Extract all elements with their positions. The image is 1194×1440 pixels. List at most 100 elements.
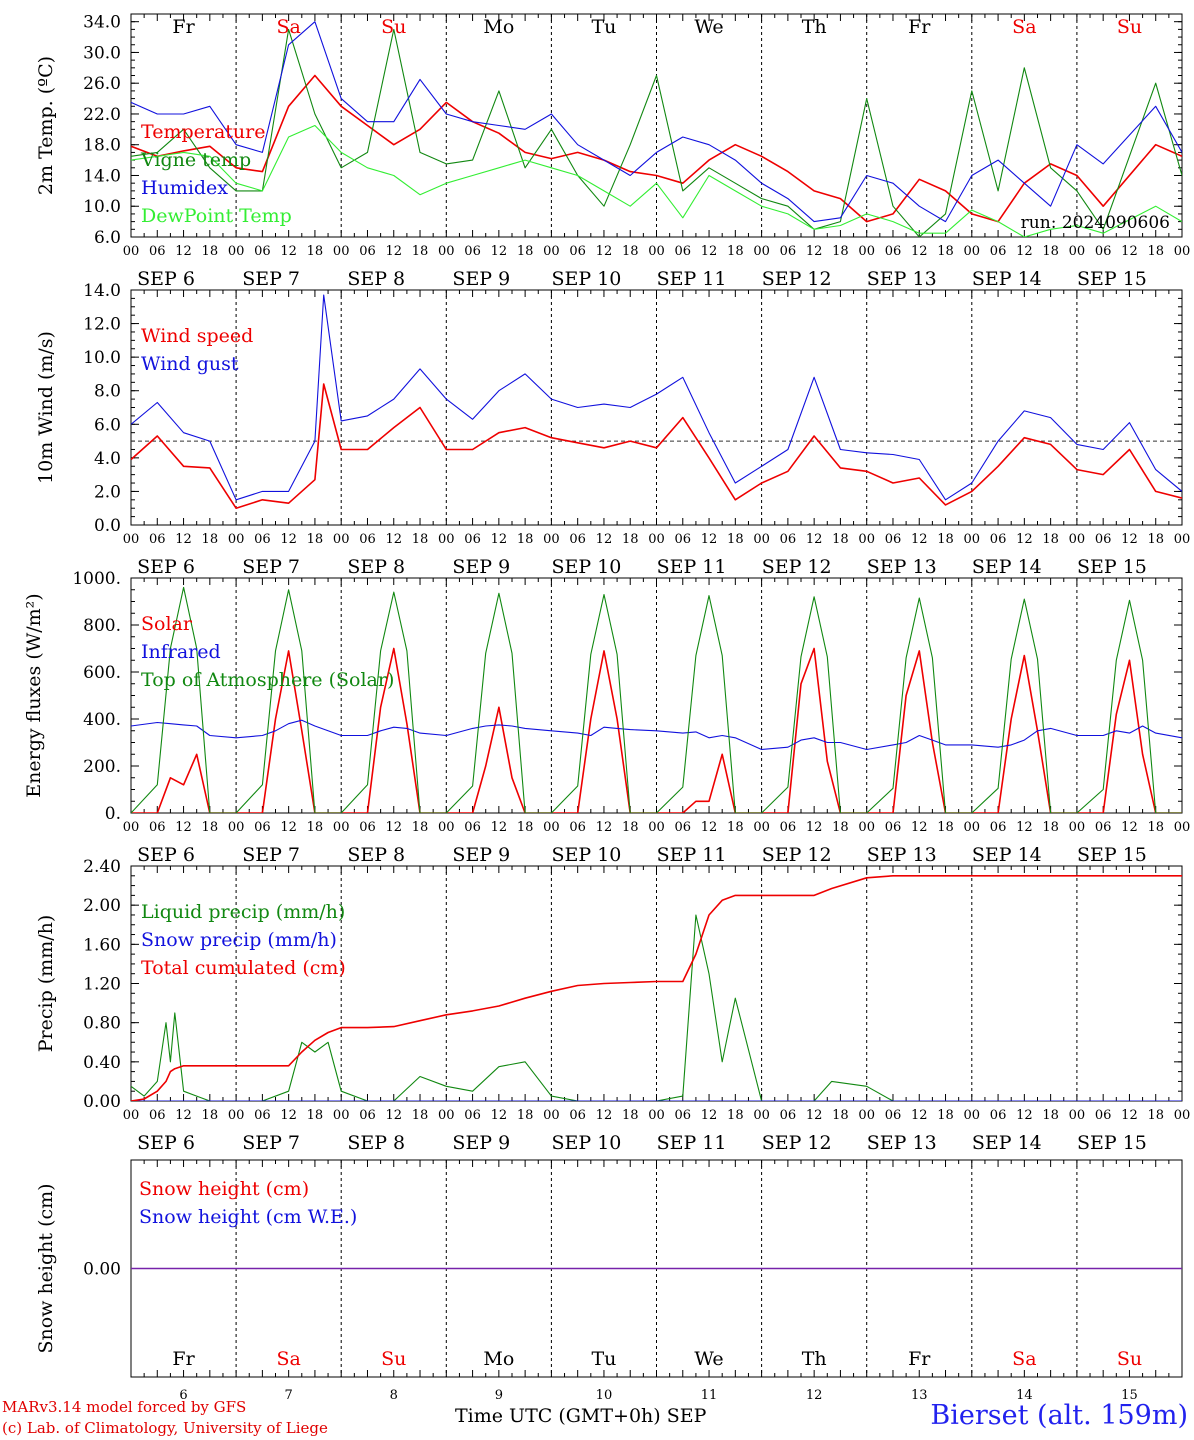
- hour-tick-label: 12: [385, 1108, 402, 1123]
- series-group: [131, 874, 1182, 1101]
- y-tick-label: 0.: [105, 804, 121, 824]
- y-tick-label: 0.0: [94, 516, 121, 536]
- hour-tick-label: 06: [254, 820, 271, 835]
- hour-tick-label: 00: [123, 532, 140, 547]
- weekday-label: Fr: [908, 16, 931, 38]
- weekday-label: We: [694, 1348, 723, 1370]
- day-number-label: 11: [701, 1388, 718, 1403]
- date-label: SEP 14: [972, 556, 1042, 578]
- hour-tick-label: 18: [412, 1108, 429, 1123]
- hour-tick-label: 00: [438, 820, 455, 835]
- day-number-label: 12: [806, 1388, 823, 1403]
- hour-tick-label: 00: [753, 1108, 770, 1123]
- panel-2: 0.0 2.0 4.0 6.0 8.0 10.0 12.0 14.0 10m Wind (m/s…: [35, 281, 1190, 578]
- hour-tick-label: 00: [123, 820, 140, 835]
- legend-entry: Solar: [141, 613, 193, 635]
- hour-tick-label: 12: [385, 820, 402, 835]
- hour-tick-label: 00: [543, 244, 560, 259]
- hour-tick-label: 00: [964, 244, 981, 259]
- hour-tick-label: 06: [780, 244, 797, 259]
- hour-tick-label: 06: [464, 820, 481, 835]
- hour-tick-label: 12: [911, 820, 928, 835]
- hour-tick-label: 12: [911, 244, 928, 259]
- date-label: SEP 7: [242, 1132, 300, 1154]
- date-label: SEP 15: [1077, 268, 1147, 290]
- hour-tick-label: 06: [464, 532, 481, 547]
- hour-tick-label: 18: [517, 1108, 534, 1123]
- legend-entry: DewPoint Temp: [141, 205, 292, 227]
- y-tick-label: 2.0: [94, 482, 121, 502]
- hour-tick-label: 12: [1016, 532, 1033, 547]
- legend-entry: Snow precip (mm/h): [141, 929, 337, 951]
- hour-tick-label: 06: [359, 244, 376, 259]
- hour-tick-label: 18: [937, 532, 954, 547]
- hour-tick-label: 18: [727, 820, 744, 835]
- series-group: [131, 586, 1182, 813]
- hour-tick-label: 18: [1042, 244, 1059, 259]
- date-label: SEP 14: [972, 1132, 1042, 1154]
- hour-tick-label: 18: [202, 820, 219, 835]
- date-label: SEP 8: [347, 844, 405, 866]
- y-tick-label: 0.00: [83, 1092, 121, 1112]
- hour-tick-label: 00: [228, 1108, 245, 1123]
- panel-frame: [130, 13, 1183, 238]
- hour-tick-label: 12: [491, 532, 508, 547]
- hour-tick-label: 18: [412, 532, 429, 547]
- hour-tick-label: 06: [780, 1108, 797, 1123]
- hour-tick-label: 00: [228, 244, 245, 259]
- weekday-label: Su: [381, 16, 406, 38]
- hour-tick-label: 00: [1069, 244, 1086, 259]
- y-tick-label: 200.: [83, 757, 121, 777]
- hour-tick-label: 00: [123, 244, 140, 259]
- date-label: SEP 8: [347, 268, 405, 290]
- hour-tick-label: 12: [280, 244, 297, 259]
- date-label: SEP 14: [972, 268, 1042, 290]
- hour-tick-label: 12: [1121, 1108, 1138, 1123]
- y-tick-label: 0.40: [83, 1053, 121, 1073]
- hour-tick-label: 18: [412, 244, 429, 259]
- legend-entry: Snow height (cm W.E.): [139, 1206, 357, 1228]
- hour-tick-label: 00: [438, 244, 455, 259]
- hour-tick-label: 18: [727, 244, 744, 259]
- weekday-label: Fr: [172, 16, 195, 38]
- y-tick-label: 2.40: [83, 857, 121, 877]
- hour-tick-label: 06: [254, 532, 271, 547]
- hour-tick-label: 18: [937, 820, 954, 835]
- hour-tick-label: 00: [438, 532, 455, 547]
- y-tick-label: 600.: [83, 663, 121, 683]
- legend-entry: Temperature: [141, 121, 265, 143]
- weekday-label: Th: [802, 16, 827, 38]
- hour-tick-label: 00: [1069, 1108, 1086, 1123]
- hour-tick-label: 12: [491, 1108, 508, 1123]
- hour-tick-label: 00: [858, 820, 875, 835]
- date-label: SEP 13: [867, 1132, 937, 1154]
- day-number-label: 15: [1121, 1388, 1138, 1403]
- hour-tick-label: 00: [1174, 1108, 1191, 1123]
- hour-tick-label: 00: [964, 1108, 981, 1123]
- weekday-label: Sa: [276, 1348, 300, 1370]
- day-number-label: 13: [911, 1388, 928, 1403]
- hour-tick-label: 12: [280, 1108, 297, 1123]
- hour-tick-label: 18: [1147, 244, 1164, 259]
- hour-tick-label: 12: [596, 244, 613, 259]
- date-label: SEP 12: [762, 268, 832, 290]
- date-label: SEP 12: [762, 556, 832, 578]
- date-label: SEP 7: [242, 844, 300, 866]
- series-line-2: [131, 719, 1182, 751]
- hour-tick-label: 12: [806, 1108, 823, 1123]
- hour-tick-label: 06: [569, 244, 586, 259]
- hour-tick-label: 06: [1095, 244, 1112, 259]
- hour-tick-label: 00: [753, 532, 770, 547]
- y-axis-label: Precip (mm/h): [35, 915, 57, 1053]
- day-number-label: 9: [495, 1388, 503, 1403]
- hour-tick-label: 00: [648, 532, 665, 547]
- hour-tick-label: 06: [885, 820, 902, 835]
- legend-entry: Humidex: [141, 177, 228, 199]
- hour-tick-label: 18: [727, 532, 744, 547]
- hour-tick-label: 06: [464, 244, 481, 259]
- date-label: SEP 15: [1077, 844, 1147, 866]
- day-number-label: 6: [179, 1388, 187, 1403]
- weekday-label: Th: [802, 1348, 827, 1370]
- hour-tick-label: 06: [569, 532, 586, 547]
- time-axis-label: Time UTC (GMT+0h) SEP: [455, 1405, 707, 1427]
